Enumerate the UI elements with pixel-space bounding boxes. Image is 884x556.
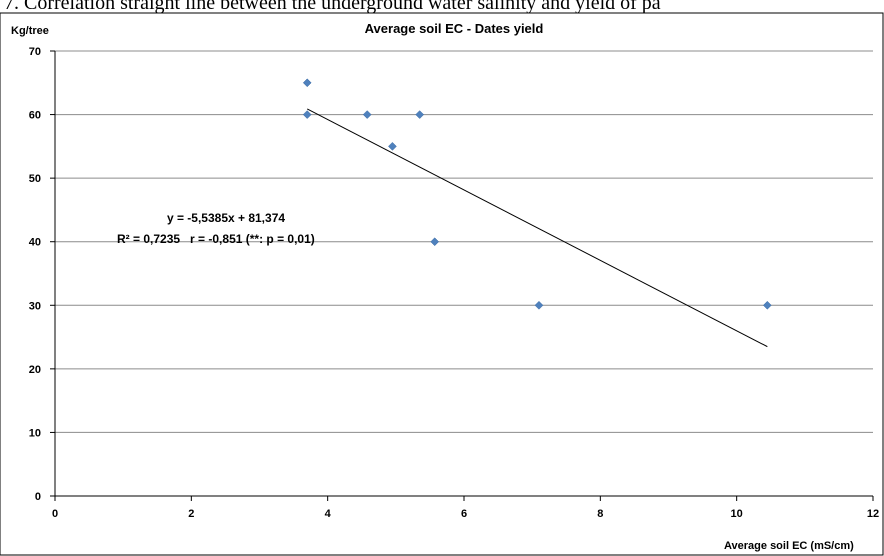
tick-label-x: 10 bbox=[731, 508, 743, 520]
data-point bbox=[302, 78, 312, 88]
tick-label-x: 4 bbox=[325, 508, 332, 520]
x-axis-label: Average soil EC (mS/cm) bbox=[724, 540, 854, 552]
axes bbox=[50, 50, 874, 501]
data-point bbox=[302, 110, 312, 119]
data-point bbox=[430, 237, 440, 247]
tick-label-y: 10 bbox=[29, 427, 41, 439]
trendline-segment bbox=[306, 108, 768, 348]
chart-frame bbox=[0, 12, 884, 556]
tick-label-y: 50 bbox=[29, 173, 41, 185]
tick-labels: 0 10 20 30 40 50 60 70 0 2 4 6 8 10 12 bbox=[29, 46, 879, 520]
tick-label-y: 70 bbox=[29, 46, 41, 58]
data-points bbox=[302, 78, 772, 310]
tick-label-y: 0 bbox=[35, 491, 41, 503]
chart-title: Average soil EC - Dates yield bbox=[365, 21, 544, 36]
equation-annotation: y = -5,5385x + 81,374 bbox=[167, 211, 285, 225]
tick-label-y: 30 bbox=[29, 300, 41, 312]
data-point bbox=[388, 142, 397, 151]
data-point bbox=[415, 110, 425, 119]
tick-label-x: 0 bbox=[52, 508, 58, 520]
tick-label-y: 60 bbox=[29, 110, 41, 122]
caption-fragment: 7. Correlation straight line between the… bbox=[4, 0, 661, 14]
trendline bbox=[306, 108, 768, 348]
tick-label-y: 20 bbox=[29, 364, 41, 376]
tick-label-x: 12 bbox=[867, 508, 879, 520]
data-point bbox=[534, 300, 544, 310]
tick-label-y: 40 bbox=[29, 237, 41, 249]
data-point bbox=[362, 110, 372, 119]
tick-label-x: 2 bbox=[188, 508, 194, 520]
tick-label-x: 8 bbox=[597, 508, 603, 520]
tick-label-x: 6 bbox=[461, 508, 467, 520]
data-point bbox=[762, 300, 772, 310]
stats-annotation: R² = 0,7235 r = -0,851 (**: p = 0,01) bbox=[117, 232, 315, 246]
y-axis-label: Kg/tree bbox=[11, 25, 49, 37]
gridlines bbox=[55, 50, 873, 433]
